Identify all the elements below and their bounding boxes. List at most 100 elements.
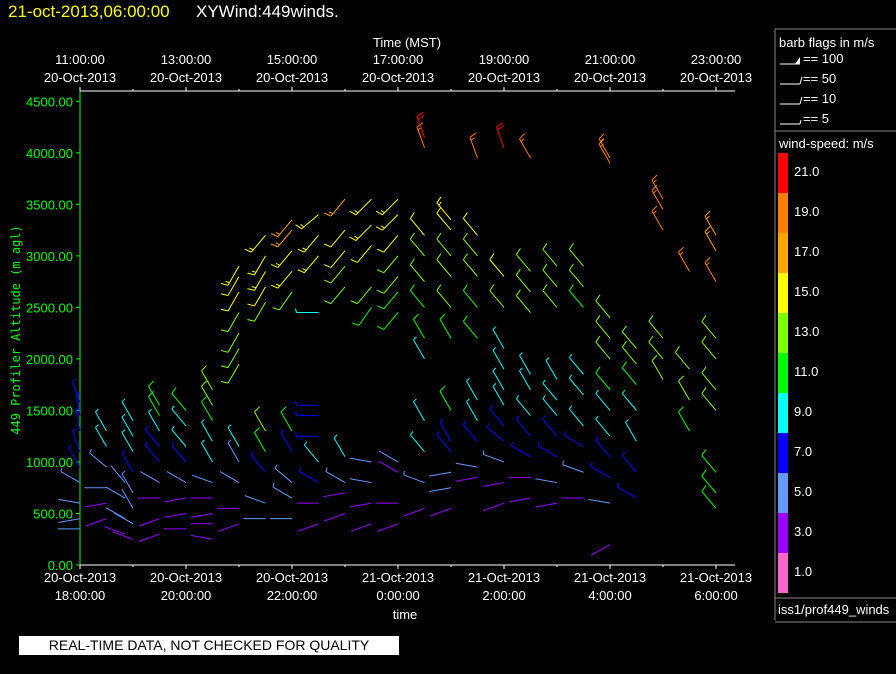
barb-staff [482,482,505,487]
barb-feather [349,210,357,216]
barb-staff [568,357,584,375]
barb-feather [349,236,357,241]
barb-half-feather [68,444,73,449]
barb-feather [568,243,574,250]
barb-feather [489,284,495,291]
wind-barb [648,315,664,339]
barb-staff [598,143,611,164]
wind-barb [621,325,637,349]
barb-half-feather [462,420,467,425]
barb-staff [254,411,266,432]
top-tick-date-label: 20-Oct-2013 [680,70,752,85]
top-tick-date-label: 20-Oct-2013 [362,70,434,85]
wind-barb [377,276,399,294]
wind-barb [171,387,187,411]
barb-staff [84,502,107,508]
speed-color-swatch [778,393,788,433]
wind-barb [429,471,452,477]
barb-half-feather [295,432,297,437]
wind-barb [462,212,478,236]
wind-barb [201,365,213,391]
barb-half-feather [600,143,604,148]
wind-barb [295,401,319,406]
barb-staff [75,393,81,416]
barb-staff [409,264,425,282]
y-axis-title: 449 Profiler Altitude (m agl) [9,225,23,435]
barb-half-feather [144,441,149,446]
wind-barb [247,301,266,322]
barb-staff [227,363,240,384]
barb-feather [409,258,415,266]
wind-barb [110,465,126,483]
x-tick-date-label: 21-Oct-2013 [362,570,434,585]
wind-barb [58,498,81,504]
wind-barb [138,533,160,543]
wind-barb [568,243,584,267]
barb-staff [323,492,346,498]
barb-half-feather [563,431,567,436]
barb-feather [324,300,332,305]
wind-barb [436,196,452,221]
barb-staff [138,518,160,527]
barb-staff [325,471,346,483]
speed-legend-label: 3.0 [794,524,812,539]
barb-feather [271,233,279,238]
barb-staff [244,495,266,504]
wind-barb [492,346,505,370]
wind-barb [542,395,558,416]
wind-barb [409,258,425,282]
qc-warning-banner: REAL-TIME DATA, NOT CHECKED FOR QUALITY [19,636,399,655]
barb-staff [621,455,637,473]
x-tick-date-label: 21-Oct-2013 [574,570,646,585]
barb-half-feather [274,464,278,469]
top-tick-date-label: 20-Oct-2013 [256,70,328,85]
wind-barb [140,471,160,483]
wind-barb [171,405,187,427]
barb-staff [489,290,505,308]
wind-barb [254,427,266,452]
barb-staff [511,445,531,458]
barb-half-feather [325,467,328,472]
wind-barb [590,462,611,478]
barb-staff [382,198,399,216]
barb-staff [75,409,81,432]
speed-legend-item: 17.0 [778,233,819,273]
barb-staff [274,468,293,483]
barb-staff [416,126,425,148]
barb-legend-label: == 100 [803,51,844,66]
barb-staff [436,259,452,277]
top-tick-time-label: 13:00:00 [161,52,212,67]
wind-barb [482,450,505,463]
barb-half-feather [295,308,297,313]
wind-barb [429,487,452,493]
wind-barb [250,451,266,473]
barb-staff [280,411,293,432]
barb-staff [303,234,319,253]
wind-barb [72,378,81,403]
barb-feather [701,387,707,394]
legend-source-label: iss1/prof449_winds [778,602,890,617]
wind-barb [171,441,187,463]
barb-feather [595,366,601,374]
barb-staff [409,218,425,236]
barb-feather [436,206,442,214]
barb-half-feather [201,419,205,423]
barb-feather [409,232,415,240]
barb-staff [489,259,505,277]
wind-barb [272,291,293,311]
barb-staff [704,215,717,236]
wind-barb [515,248,531,272]
barb-staff [60,471,81,483]
wind-barb [121,449,134,473]
barb-staff [201,401,213,421]
wind-barb [349,502,372,508]
barb-staff [625,422,637,442]
speed-color-swatch [778,193,788,233]
speed-legend-item: 7.0 [778,433,812,473]
wind-barb [413,398,425,421]
barb-staff [701,475,717,494]
barb-feather [462,315,468,322]
wind-barb [201,419,213,442]
barb-staff [439,319,452,339]
barb-half-feather [121,429,126,433]
